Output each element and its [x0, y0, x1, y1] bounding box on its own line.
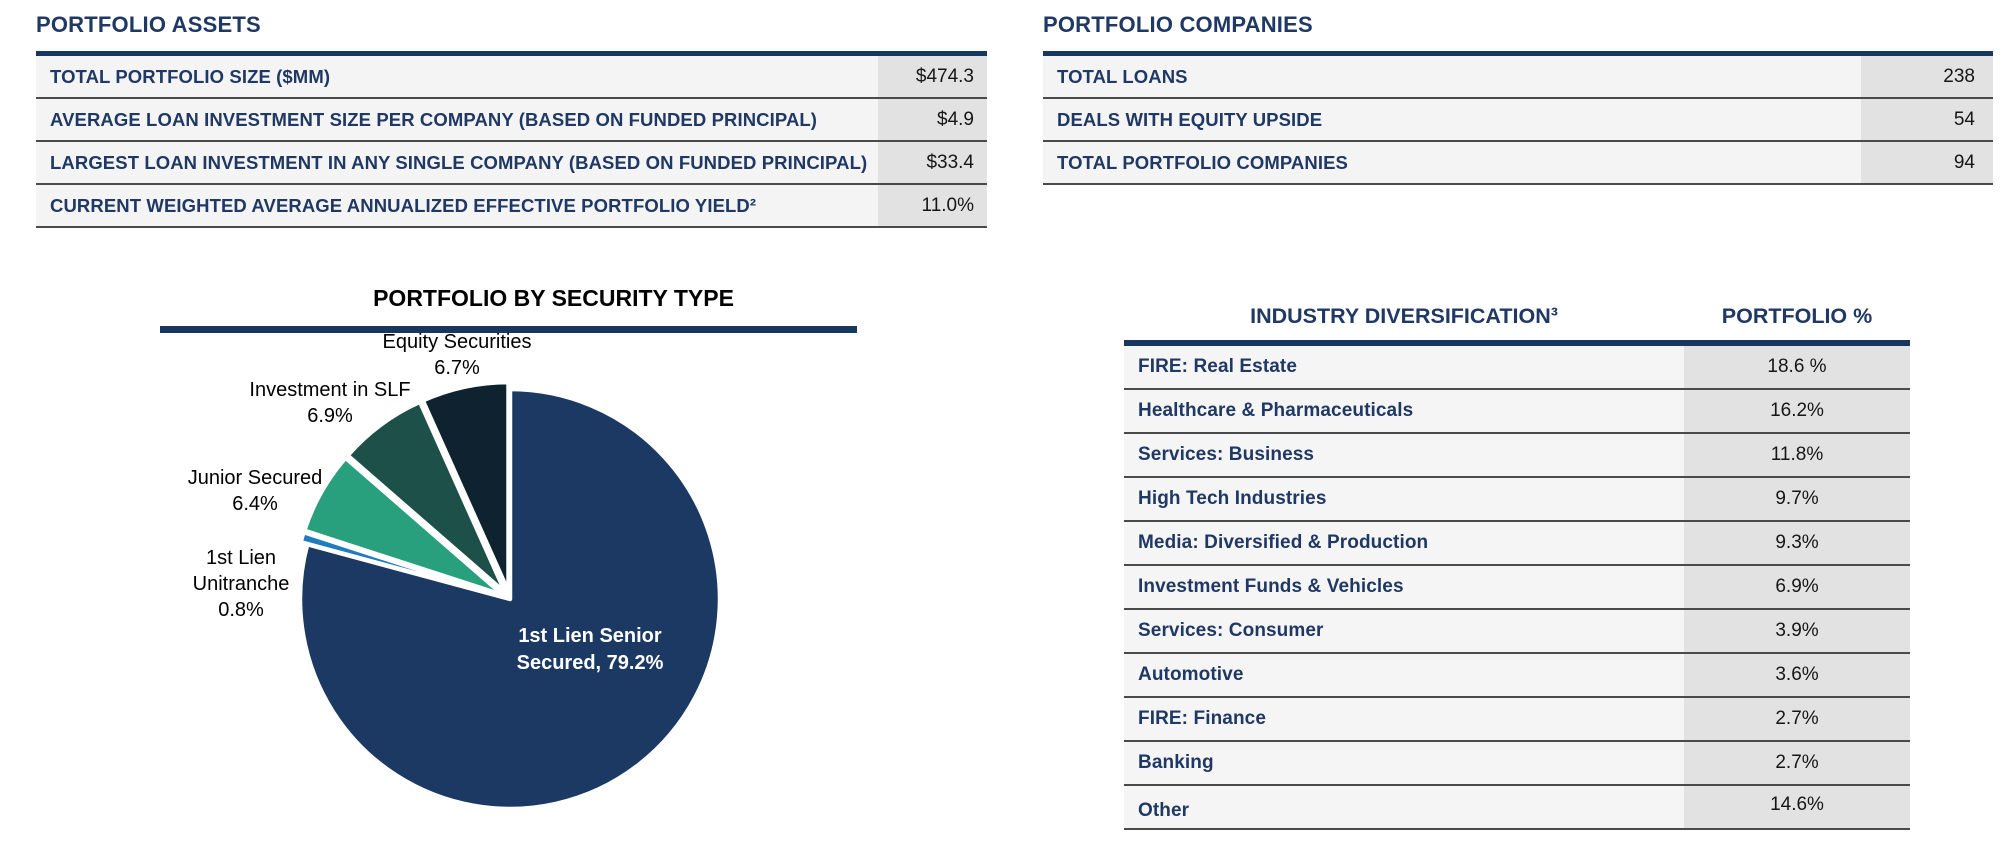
portfolio-assets-rows: TOTAL PORTFOLIO SIZE ($MM) $474.3 AVERAGE …: [36, 56, 987, 228]
pie-pct-equity-securities: 6.7%: [434, 357, 480, 379]
pie-slice-investment-in-slf: [345, 399, 509, 596]
table-row: Media: Diversified & Production 9.3%: [1124, 522, 1910, 566]
table-row: Banking 2.7%: [1124, 742, 1910, 786]
row-value: 11.8%: [1684, 434, 1910, 476]
row-label: TOTAL LOANS: [1043, 56, 1861, 97]
industry-rows: FIRE: Real Estate 18.6 % Healthcare & Phar…: [1124, 346, 1910, 830]
row-value: 14.6%: [1684, 786, 1910, 828]
pie-label-investment-in-slf: Investment in SLF 6.9%: [220, 377, 440, 429]
row-label: Automotive: [1124, 654, 1684, 696]
table-top-rule: [1043, 51, 1993, 56]
row-value: 3.9%: [1684, 610, 1910, 652]
portfolio-assets-title: PORTFOLIO ASSETS: [36, 12, 261, 37]
table-row: TOTAL PORTFOLIO COMPANIES 94: [1043, 142, 1993, 185]
table-row: AVERAGE LOAN INVESTMENT SIZE PER COMPANY…: [36, 99, 987, 142]
table-top-rule: [1124, 340, 1910, 346]
row-label: Services: Business: [1124, 434, 1684, 476]
table-row: TOTAL PORTFOLIO SIZE ($MM) $474.3: [36, 56, 987, 99]
portfolio-pct-header: PORTFOLIO %: [1721, 303, 1873, 328]
row-label: Investment Funds & Vehicles: [1124, 566, 1684, 608]
row-value: 6.9%: [1684, 566, 1910, 608]
industry-diversification-table: INDUSTRY DIVERSIFICATION³ PORTFOLIO % FI…: [1124, 292, 1910, 830]
row-label: LARGEST LOAN INVESTMENT IN ANY SINGLE CO…: [36, 142, 878, 183]
table-row: Other 14.6%: [1124, 786, 1910, 830]
row-label: Services: Consumer: [1124, 610, 1684, 652]
row-label: DEALS WITH EQUITY UPSIDE: [1043, 99, 1861, 140]
row-label: FIRE: Finance: [1124, 698, 1684, 740]
security-type-chart: PORTFOLIO BY SECURITY TYPE Equity Securi…: [160, 285, 857, 845]
pie-chart: [297, 379, 723, 812]
row-value: 9.7%: [1684, 478, 1910, 520]
table-row: Services: Business 11.8%: [1124, 434, 1910, 478]
table-row: DEALS WITH EQUITY UPSIDE 54: [1043, 99, 1993, 142]
row-value: 18.6 %: [1684, 346, 1910, 388]
row-value: $33.4: [878, 142, 987, 183]
pie-label-1st-lien-unitranche: 1st Lien Unitranche 0.8%: [166, 545, 316, 623]
table-top-rule: [36, 51, 987, 56]
portfolio-assets-table: PORTFOLIO ASSETS TOTAL PORTFOLIO SIZE ($…: [36, 12, 987, 228]
pie-pct-1st-lien-unitranche: 0.8%: [218, 599, 264, 621]
row-value: 54: [1861, 99, 1993, 140]
row-value: 9.3%: [1684, 522, 1910, 564]
pie-slice-equity-securities: [420, 379, 511, 595]
row-label: Banking: [1124, 742, 1684, 784]
row-value: $4.9: [878, 99, 987, 140]
table-row: High Tech Industries 9.7%: [1124, 478, 1910, 522]
table-row: Investment Funds & Vehicles 6.9%: [1124, 566, 1910, 610]
pie-slice-junior-secured: [301, 455, 507, 598]
pie-inside-label: 1st Lien Senior Secured, 79.2%: [516, 625, 664, 674]
security-type-chart-title: PORTFOLIO BY SECURITY TYPE: [373, 285, 734, 311]
row-label: AVERAGE LOAN INVESTMENT SIZE PER COMPANY…: [36, 99, 878, 140]
pie-label-equity-securities: Equity Securities 6.7%: [347, 329, 567, 381]
table-row: Services: Consumer 3.9%: [1124, 610, 1910, 654]
pie-pct-junior-secured: 6.4%: [232, 493, 278, 515]
row-value: 238: [1861, 56, 1993, 97]
portfolio-companies-rows: TOTAL LOANS 238 DEALS WITH EQUITY UPSIDE 54…: [1043, 56, 1993, 185]
row-label: CURRENT WEIGHTED AVERAGE ANNUALIZED EFFE…: [36, 185, 878, 226]
row-value: 2.7%: [1684, 742, 1910, 784]
table-row: TOTAL LOANS 238: [1043, 56, 1993, 99]
row-label: Media: Diversified & Production: [1124, 522, 1684, 564]
table-row: Automotive 3.6%: [1124, 654, 1910, 698]
row-value: 16.2%: [1684, 390, 1910, 432]
row-label: TOTAL PORTFOLIO COMPANIES: [1043, 142, 1861, 183]
row-value: 11.0%: [878, 185, 987, 226]
row-label: Healthcare & Pharmaceuticals: [1124, 390, 1684, 432]
row-value: 2.7%: [1684, 698, 1910, 740]
row-label: FIRE: Real Estate: [1124, 346, 1684, 388]
industry-table-header: INDUSTRY DIVERSIFICATION³ PORTFOLIO %: [1124, 292, 1910, 340]
table-row: FIRE: Finance 2.7%: [1124, 698, 1910, 742]
pie-slice-1st-lien-senior-secured: [297, 386, 723, 812]
industry-header-label: INDUSTRY DIVERSIFICATION³: [1250, 303, 1558, 328]
row-value: 94: [1861, 142, 1993, 183]
row-value: $474.3: [878, 56, 987, 97]
row-value: 3.6%: [1684, 654, 1910, 696]
row-label: TOTAL PORTFOLIO SIZE ($MM): [36, 56, 878, 97]
portfolio-companies-title: PORTFOLIO COMPANIES: [1043, 12, 1313, 37]
chart-title-rule: [160, 326, 857, 333]
row-label: Other: [1124, 786, 1684, 828]
table-row: FIRE: Real Estate 18.6 %: [1124, 346, 1910, 390]
table-row: LARGEST LOAN INVESTMENT IN ANY SINGLE CO…: [36, 142, 987, 185]
row-label: High Tech Industries: [1124, 478, 1684, 520]
table-row: CURRENT WEIGHTED AVERAGE ANNUALIZED EFFE…: [36, 185, 987, 228]
portfolio-companies-table: PORTFOLIO COMPANIES TOTAL LOANS 238 DEALS …: [1043, 12, 1993, 185]
pie-pct-investment-in-slf: 6.9%: [307, 405, 353, 427]
pie-label-junior-secured: Junior Secured 6.4%: [165, 465, 345, 517]
table-row: Healthcare & Pharmaceuticals 16.2%: [1124, 390, 1910, 434]
